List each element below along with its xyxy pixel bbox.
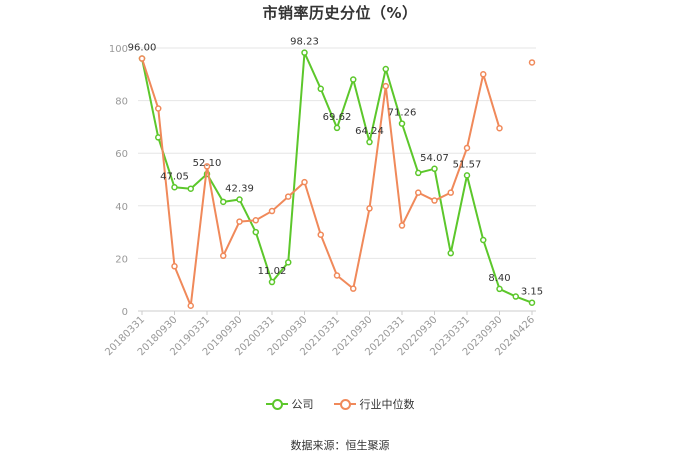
- y-tick-label: 20: [115, 254, 128, 265]
- data-point: [155, 105, 162, 112]
- legend-item-company[interactable]: 公司: [265, 396, 314, 412]
- data-point: [366, 138, 373, 146]
- data-label: 47.05: [160, 171, 189, 182]
- data-point: [480, 236, 487, 244]
- data-point: [301, 49, 308, 56]
- data-point: [171, 263, 178, 270]
- legend-swatch-company: [265, 398, 288, 410]
- data-point: [252, 217, 259, 224]
- data-label: 51.57: [453, 159, 482, 170]
- data-point: [463, 172, 471, 179]
- y-tick-label: 40: [115, 202, 128, 213]
- data-point: [155, 134, 162, 141]
- series-industry: [138, 55, 536, 309]
- data-label: 64.24: [355, 126, 384, 137]
- data-label: 71.26: [388, 108, 417, 119]
- series-layer: [138, 49, 536, 309]
- data-label: 52.10: [193, 158, 222, 169]
- data-point: [301, 178, 308, 186]
- data-label: 98.23: [290, 37, 319, 48]
- data-point: [187, 185, 194, 192]
- y-tick-label: 80: [115, 97, 128, 108]
- data-label: 11.02: [258, 266, 287, 277]
- data-point: [236, 218, 243, 225]
- data-point: [317, 231, 324, 238]
- y-tick-label: 60: [115, 149, 128, 160]
- legend-label-company: 公司: [291, 398, 314, 411]
- data-label: 3.15: [521, 287, 543, 298]
- data-point: [382, 82, 389, 90]
- y-tick-label: 0: [122, 307, 128, 318]
- legend-swatch-industry: [333, 398, 356, 410]
- data-point: [317, 85, 324, 93]
- data-point: [203, 163, 211, 170]
- data-label: 54.07: [420, 153, 449, 164]
- grid-layer: [138, 47, 536, 312]
- data-point: [171, 184, 178, 191]
- data-point: [366, 205, 373, 212]
- chart-title: 市销率历史分位（%）: [262, 4, 418, 22]
- data-point: [187, 302, 194, 309]
- data-point: [528, 299, 536, 306]
- data-point: [512, 293, 519, 300]
- data-point: [447, 249, 454, 257]
- data-point: [528, 59, 536, 66]
- data-point: [268, 207, 276, 215]
- data-point: [496, 285, 503, 293]
- data-label: 42.39: [225, 184, 254, 195]
- data-point: [415, 169, 422, 177]
- data-point: [431, 165, 438, 173]
- data-point: [285, 193, 292, 200]
- y-tick-label: 100: [109, 44, 128, 55]
- data-point: [431, 197, 438, 204]
- legend-label-industry: 行业中位数: [359, 398, 415, 411]
- legend: 公司 行业中位数: [0, 396, 680, 412]
- data-point: [350, 76, 357, 83]
- series-line: [142, 59, 532, 306]
- data-point: [220, 252, 227, 260]
- data-point: [350, 285, 357, 292]
- chart-plot: 0204060801002018033120180930201903312019…: [103, 37, 543, 358]
- data-point: [463, 144, 471, 152]
- data-point: [333, 272, 341, 279]
- data-point: [480, 71, 487, 78]
- data-point: [285, 259, 292, 266]
- data-point: [447, 189, 454, 196]
- data-point: [220, 198, 227, 206]
- data-point: [398, 120, 406, 127]
- data-label: 8.40: [488, 273, 510, 284]
- legend-item-industry[interactable]: 行业中位数: [333, 396, 415, 412]
- data-point: [268, 278, 276, 286]
- data-point: [138, 55, 146, 62]
- data-point: [496, 124, 503, 132]
- series-company: [138, 49, 536, 306]
- data-label: 96.00: [128, 43, 157, 54]
- data-label: 69.62: [323, 112, 352, 123]
- series-line: [141, 51, 533, 304]
- label-layer: 96.00 47.05 52.10 42.39 11.02 98.23 69.6264.24…: [128, 37, 543, 298]
- data-point: [382, 65, 389, 73]
- data-point: [236, 196, 243, 203]
- data-point: [398, 222, 406, 229]
- data-source: 数据来源：恒生聚源: [290, 439, 390, 452]
- data-point: [415, 189, 422, 196]
- data-point: [252, 228, 259, 236]
- data-point: [333, 124, 341, 132]
